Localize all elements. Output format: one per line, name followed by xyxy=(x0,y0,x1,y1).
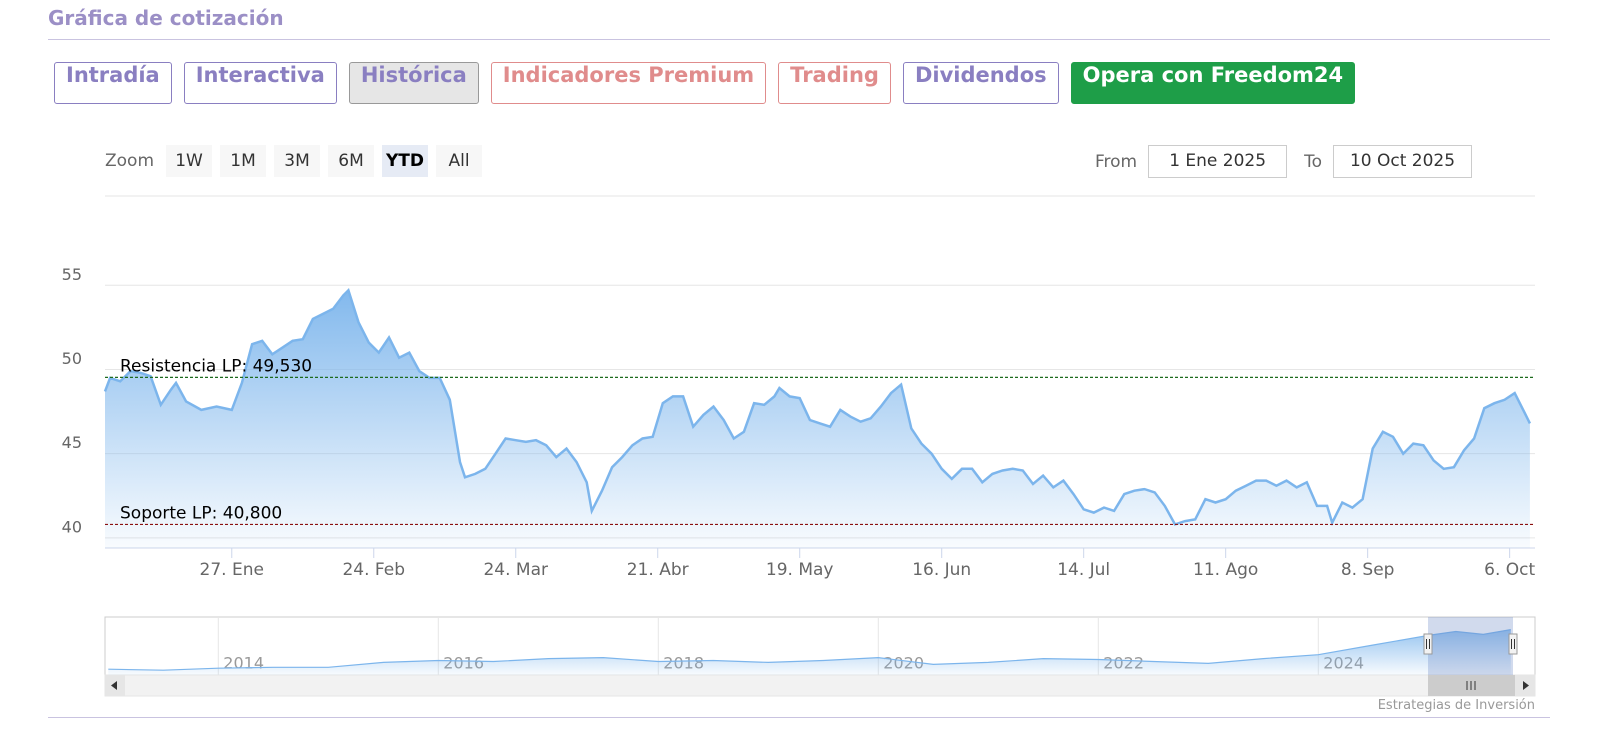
zoom-bar: Zoom 1W 1M 3M 6M YTD All xyxy=(105,145,483,177)
tab[interactable]: Dividendos xyxy=(902,62,1059,104)
y-tick-label: 55 xyxy=(62,265,82,284)
y-tick-label: 40 xyxy=(62,517,82,536)
from-label: From xyxy=(1095,151,1138,172)
x-tick-label: 11. Ago xyxy=(1193,560,1258,580)
zoom-button[interactable]: 6M xyxy=(328,145,375,177)
y-tick-label: 50 xyxy=(62,349,82,368)
x-tick-label: 19. May xyxy=(766,560,834,580)
price-line xyxy=(108,629,1511,671)
zoom-label: Zoom xyxy=(105,151,155,171)
date-range: From 1 Ene 2025 To 10 Oct 2025 xyxy=(1095,145,1489,178)
tab[interactable]: Histórica xyxy=(348,62,479,104)
area xyxy=(108,629,1511,675)
tab[interactable]: Trading xyxy=(778,62,891,104)
divider xyxy=(48,39,1550,40)
zoom-button[interactable]: All xyxy=(436,145,483,177)
x-tick-label: 16. Jun xyxy=(912,560,971,580)
tab-bar: Intradía Interactiva Histórica Indicadores … xyxy=(54,62,1356,104)
x-tick-label: 21. Abr xyxy=(627,560,689,580)
navigator-handle[interactable] xyxy=(1508,633,1518,655)
zoom-button[interactable]: 3M xyxy=(274,145,321,177)
from-input[interactable]: 1 Ene 2025 xyxy=(1148,145,1288,178)
navigator-handle-grip xyxy=(1511,639,1515,649)
section-title: Gráfica de cotización xyxy=(48,6,284,30)
credit: Estrategias de Inversión xyxy=(1377,698,1535,713)
tab[interactable]: Intradía xyxy=(54,62,172,104)
plot-line-label: Resistencia LP: 49,530 xyxy=(120,356,312,376)
scrollbar-grip xyxy=(1466,681,1476,690)
price-line xyxy=(103,287,1532,527)
navigator-selection[interactable] xyxy=(1428,617,1513,675)
x-tick-label: 24. Mar xyxy=(483,560,548,580)
plot-line-label: Soporte LP: 40,800 xyxy=(120,503,282,523)
zoom-button[interactable]: YTD xyxy=(382,145,429,177)
tab[interactable]: Interactiva xyxy=(183,62,337,104)
x-tick-label: 8. Sep xyxy=(1341,560,1395,580)
x-tick-label: 27. Ene xyxy=(200,560,264,580)
navigator-handle-grip xyxy=(1426,639,1430,649)
tab[interactable]: Indicadores Premium xyxy=(490,62,767,104)
divider xyxy=(48,717,1550,718)
to-input[interactable]: 10 Oct 2025 xyxy=(1333,145,1473,178)
scroll-left-arrow xyxy=(111,681,117,690)
zoom-button[interactable]: 1M xyxy=(220,145,267,177)
scroll-right-arrow xyxy=(1523,681,1529,690)
area xyxy=(105,290,1530,548)
x-tick-label: 14. Jul xyxy=(1057,560,1110,580)
y-tick-label: 45 xyxy=(62,433,82,452)
tab[interactable]: Opera con Freedom24 xyxy=(1070,62,1356,104)
zoom-button[interactable]: 1W xyxy=(166,145,213,177)
x-tick-label: 6. Oct xyxy=(1484,560,1535,580)
to-label: To xyxy=(1304,151,1323,172)
navigator-handle[interactable] xyxy=(1423,633,1433,655)
scrollbar-track[interactable] xyxy=(104,674,1536,697)
x-tick-label: 24. Feb xyxy=(342,560,405,580)
